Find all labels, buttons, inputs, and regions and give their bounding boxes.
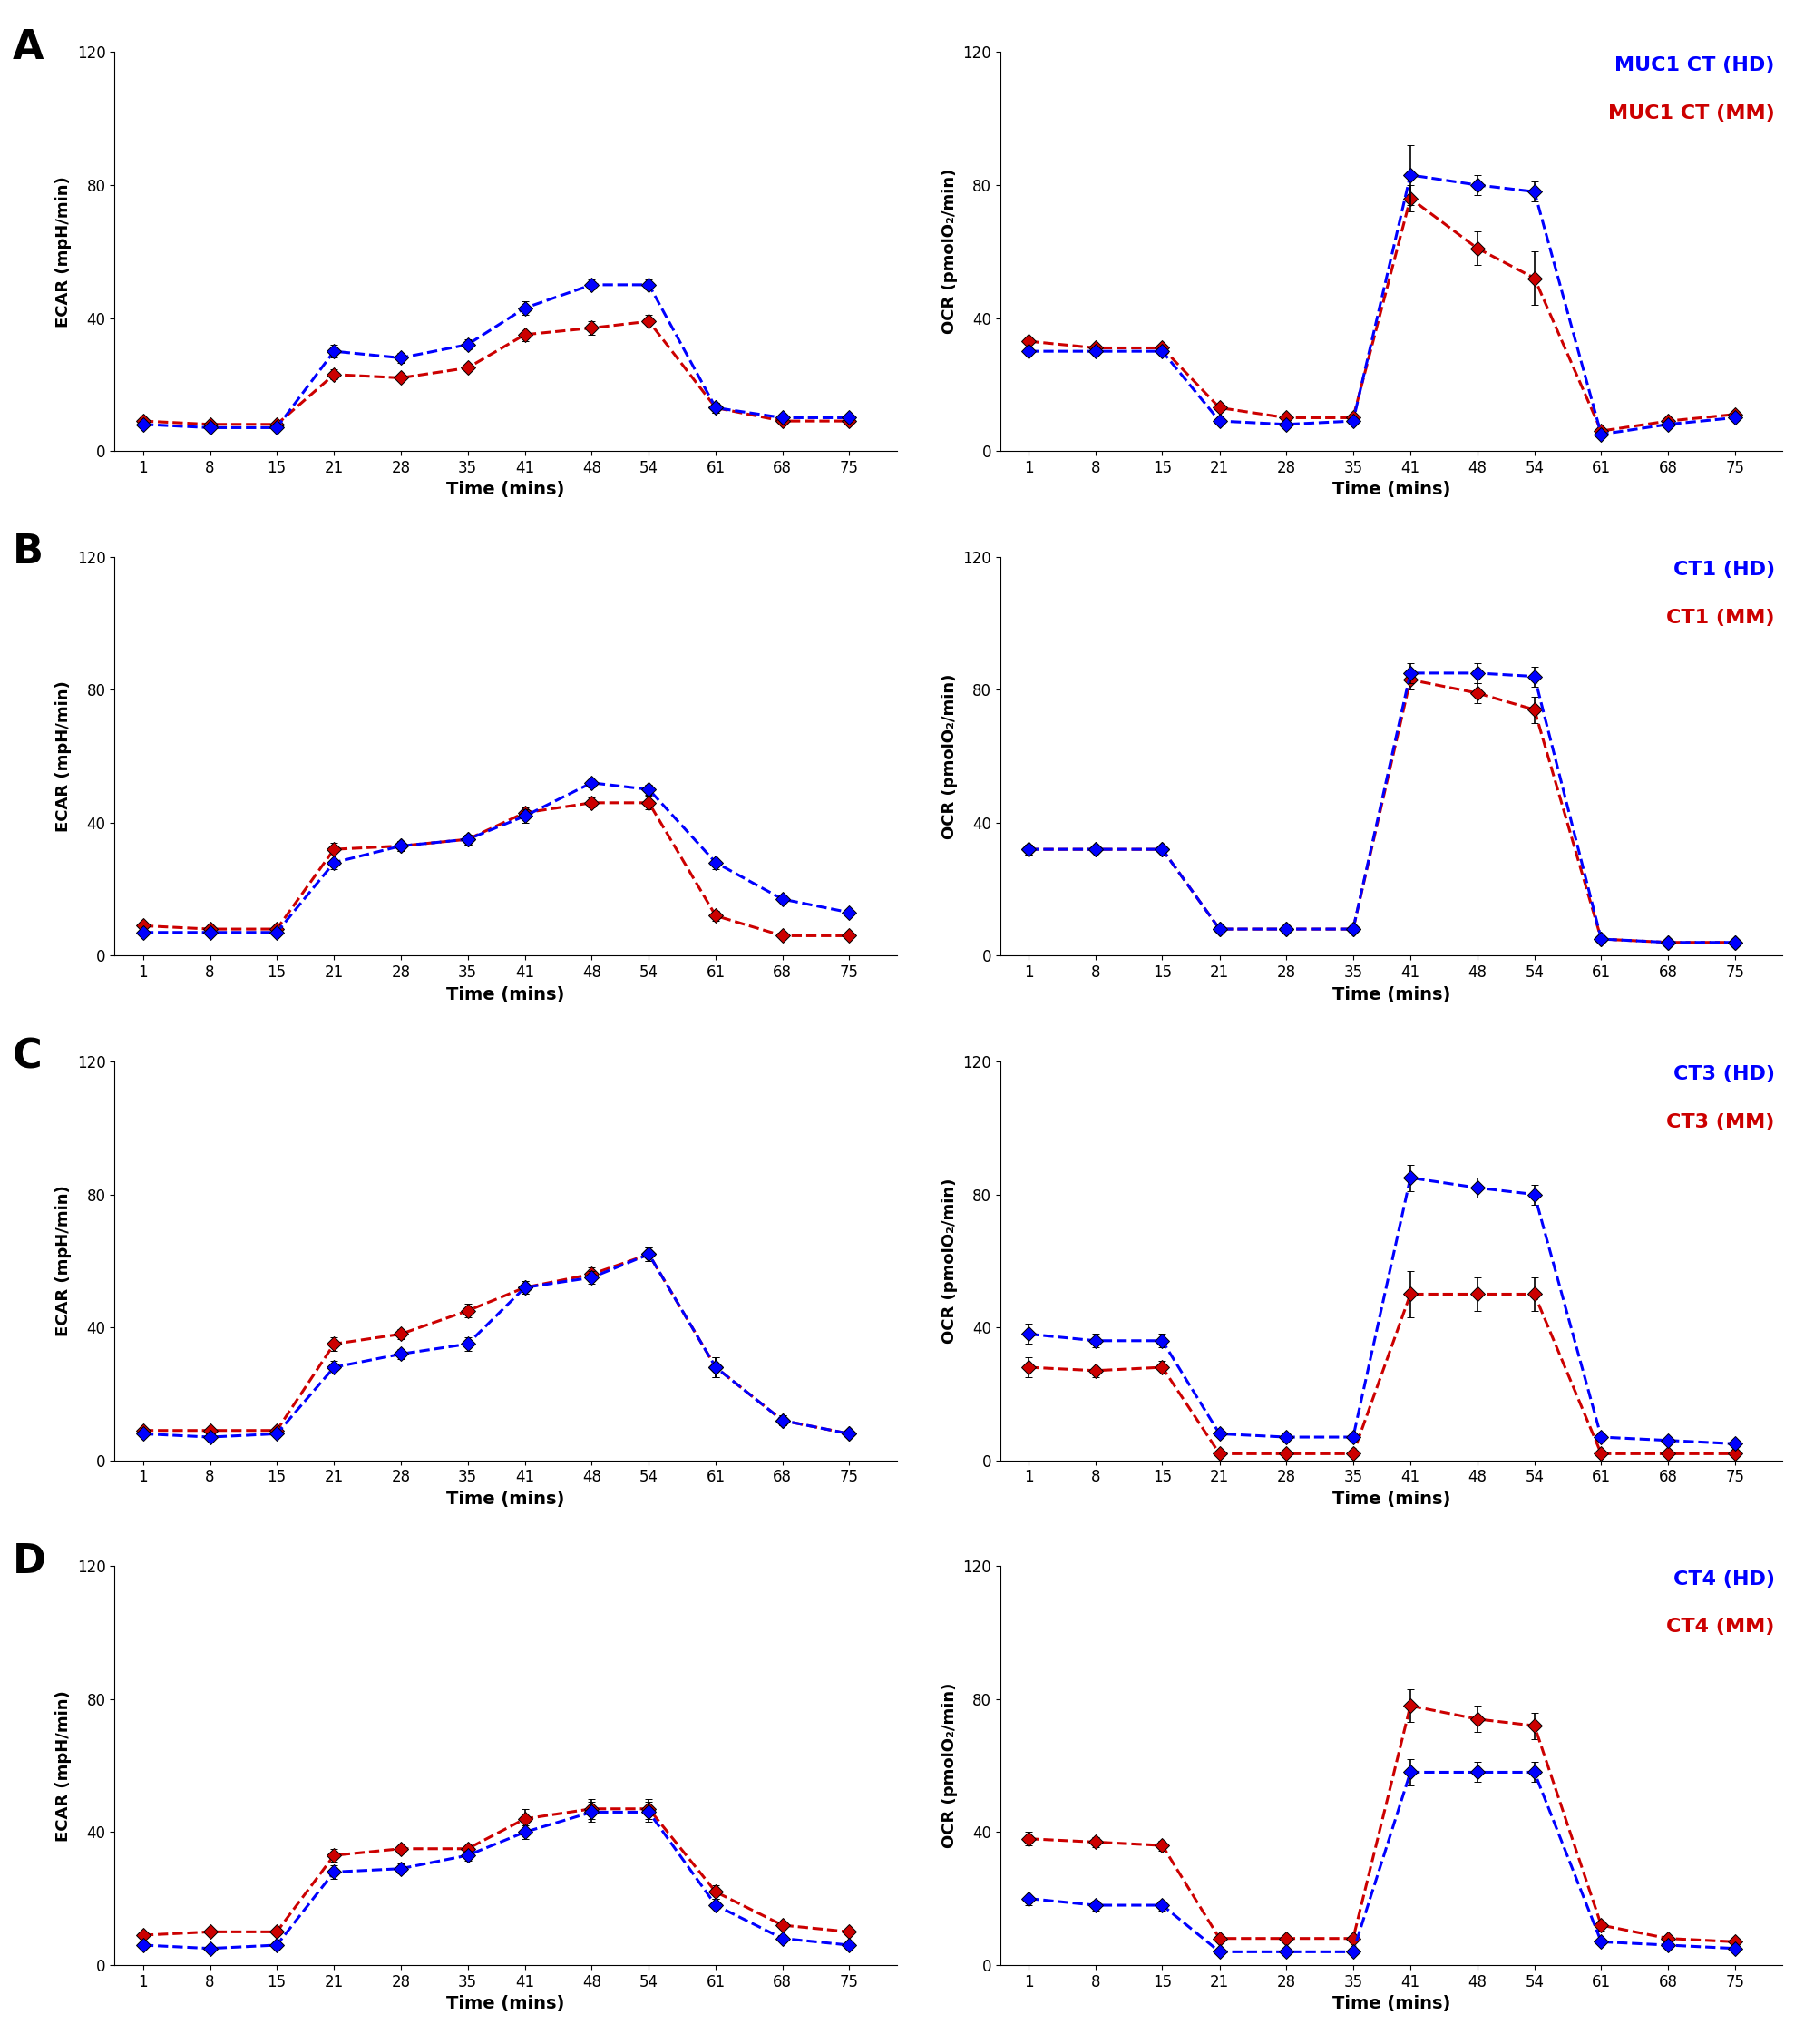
Text: CT3 (MM): CT3 (MM) xyxy=(1667,1114,1774,1132)
X-axis label: Time (mins): Time (mins) xyxy=(446,985,564,1004)
X-axis label: Time (mins): Time (mins) xyxy=(446,480,564,499)
Text: CT4 (HD): CT4 (HD) xyxy=(1673,1570,1774,1588)
Text: CT1 (HD): CT1 (HD) xyxy=(1673,560,1774,578)
X-axis label: Time (mins): Time (mins) xyxy=(1331,480,1451,499)
Text: C: C xyxy=(13,1038,42,1077)
Y-axis label: ECAR (mpH/min): ECAR (mpH/min) xyxy=(56,1186,73,1337)
Y-axis label: OCR (pmolO₂/min): OCR (pmolO₂/min) xyxy=(941,672,958,838)
Text: CT4 (MM): CT4 (MM) xyxy=(1667,1619,1774,1635)
X-axis label: Time (mins): Time (mins) xyxy=(446,1490,564,1508)
X-axis label: Time (mins): Time (mins) xyxy=(446,1995,564,2013)
Y-axis label: OCR (pmolO₂/min): OCR (pmolO₂/min) xyxy=(941,170,958,335)
X-axis label: Time (mins): Time (mins) xyxy=(1331,1490,1451,1508)
Text: MUC1 CT (MM): MUC1 CT (MM) xyxy=(1607,104,1774,123)
Y-axis label: OCR (pmolO₂/min): OCR (pmolO₂/min) xyxy=(941,1177,958,1343)
Y-axis label: OCR (pmolO₂/min): OCR (pmolO₂/min) xyxy=(941,1682,958,1848)
Y-axis label: ECAR (mpH/min): ECAR (mpH/min) xyxy=(56,176,73,327)
Text: MUC1 CT (HD): MUC1 CT (HD) xyxy=(1614,55,1774,74)
X-axis label: Time (mins): Time (mins) xyxy=(1331,1995,1451,2013)
Text: A: A xyxy=(13,29,44,67)
Text: CT1 (MM): CT1 (MM) xyxy=(1667,609,1774,628)
Y-axis label: ECAR (mpH/min): ECAR (mpH/min) xyxy=(56,681,73,832)
Text: D: D xyxy=(13,1541,47,1582)
Text: B: B xyxy=(13,533,44,572)
Text: CT3 (HD): CT3 (HD) xyxy=(1673,1065,1774,1083)
Y-axis label: ECAR (mpH/min): ECAR (mpH/min) xyxy=(56,1690,73,1842)
X-axis label: Time (mins): Time (mins) xyxy=(1331,985,1451,1004)
